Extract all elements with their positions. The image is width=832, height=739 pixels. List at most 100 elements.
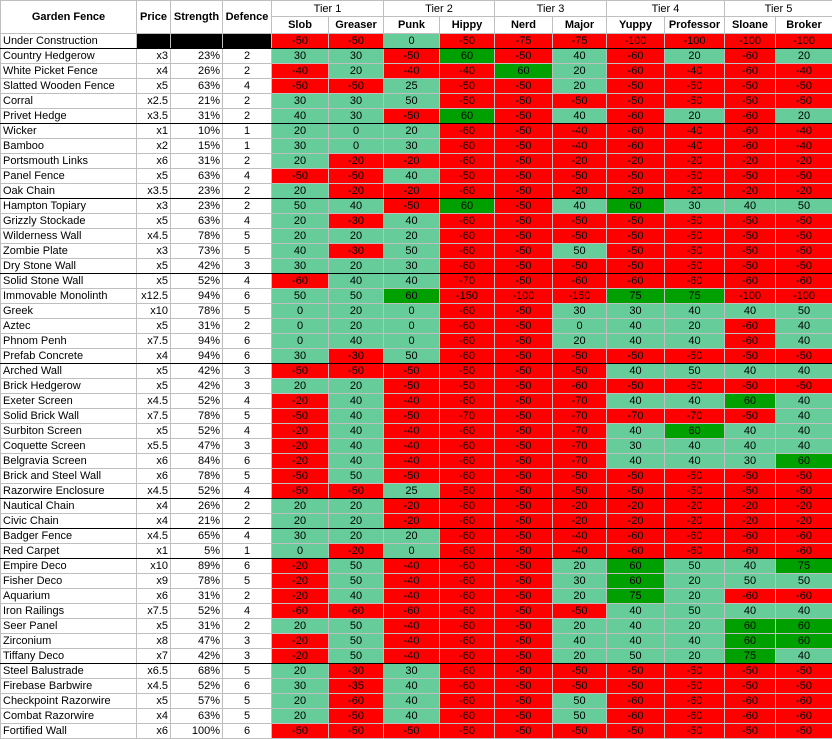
modifier-cell: 40 [384, 679, 440, 694]
modifier-cell: 50 [776, 574, 832, 589]
modifier-cell: -40 [776, 139, 832, 154]
modifier-cell: -50 [607, 724, 665, 739]
modifier-cell: 75 [607, 589, 665, 604]
modifier-cell: 20 [776, 109, 832, 124]
modifier-cell: -50 [665, 229, 725, 244]
modifier-cell: 20 [384, 229, 440, 244]
modifier-cell: -50 [495, 379, 553, 394]
modifier-cell: -50 [272, 724, 329, 739]
modifier-cell: 50 [553, 709, 607, 724]
fence-name-cell: Civic Chain [1, 514, 137, 529]
defence-cell: 5 [223, 709, 272, 724]
modifier-cell: -50 [329, 79, 384, 94]
modifier-cell: -50 [665, 94, 725, 109]
fence-name-cell: Country Hedgerow [1, 49, 137, 64]
modifier-cell: -50 [495, 124, 553, 139]
modifier-cell: -60 [725, 529, 776, 544]
modifier-cell: 20 [665, 649, 725, 664]
header-punk: Punk [384, 17, 440, 34]
modifier-cell: -40 [553, 544, 607, 559]
modifier-cell: -20 [725, 154, 776, 169]
price-cell: x5 [137, 214, 171, 229]
fence-name-cell: Zirconium [1, 634, 137, 649]
modifier-cell: -70 [553, 394, 607, 409]
strength-cell: 94% [171, 349, 223, 364]
modifier-cell: -60 [329, 604, 384, 619]
modifier-cell: 60 [725, 619, 776, 634]
modifier-cell: 50 [384, 94, 440, 109]
modifier-cell: 40 [553, 634, 607, 649]
modifier-cell: 60 [440, 199, 495, 214]
modifier-cell: -50 [776, 469, 832, 484]
modifier-cell: -20 [329, 544, 384, 559]
fence-name-cell: Iron Railings [1, 604, 137, 619]
modifier-cell: -60 [607, 124, 665, 139]
modifier-cell: 40 [665, 334, 725, 349]
modifier-cell: 40 [607, 604, 665, 619]
price-cell: x5 [137, 274, 171, 289]
modifier-cell: -50 [495, 529, 553, 544]
modifier-cell: -40 [384, 394, 440, 409]
modifier-cell: -50 [725, 349, 776, 364]
modifier-cell: -60 [725, 139, 776, 154]
modifier-cell: -50 [495, 604, 553, 619]
strength-cell: 65% [171, 529, 223, 544]
modifier-cell: -50 [665, 169, 725, 184]
modifier-cell: -60 [440, 709, 495, 724]
modifier-cell: 60 [725, 634, 776, 649]
modifier-cell: -50 [607, 229, 665, 244]
modifier-cell: -50 [553, 214, 607, 229]
fence-name-cell: Badger Fence [1, 529, 137, 544]
modifier-cell: -40 [384, 634, 440, 649]
modifier-cell: 30 [384, 664, 440, 679]
modifier-cell: 40 [329, 589, 384, 604]
modifier-cell: -50 [495, 424, 553, 439]
fence-name-cell: Fisher Deco [1, 574, 137, 589]
modifier-cell: -20 [665, 499, 725, 514]
modifier-cell: -50 [725, 169, 776, 184]
price-cell: x1 [137, 544, 171, 559]
modifier-cell: 20 [665, 319, 725, 334]
modifier-cell: -50 [495, 139, 553, 154]
modifier-cell: 40 [776, 439, 832, 454]
strength-cell: 52% [171, 679, 223, 694]
modifier-cell: 20 [272, 379, 329, 394]
modifier-cell: -50 [553, 259, 607, 274]
modifier-cell: 40 [725, 439, 776, 454]
modifier-cell: -30 [329, 214, 384, 229]
modifier-cell: -60 [440, 634, 495, 649]
price-cell: x5 [137, 364, 171, 379]
price-cell: x4 [137, 64, 171, 79]
modifier-cell: -60 [440, 349, 495, 364]
header-garden-fence: Garden Fence [1, 1, 137, 34]
modifier-cell: 30 [725, 454, 776, 469]
modifier-cell: -20 [553, 514, 607, 529]
modifier-cell: 20 [272, 514, 329, 529]
modifier-cell: -70 [440, 274, 495, 289]
modifier-cell: 40 [725, 364, 776, 379]
modifier-cell: -50 [495, 214, 553, 229]
fence-name-cell: Tiffany Deco [1, 649, 137, 664]
modifier-cell: -50 [553, 94, 607, 109]
modifier-cell: -50 [384, 199, 440, 214]
modifier-cell: -60 [440, 619, 495, 634]
defence-cell: 2 [223, 94, 272, 109]
strength-cell: 26% [171, 499, 223, 514]
defence-cell: 6 [223, 289, 272, 304]
modifier-cell: 0 [384, 544, 440, 559]
modifier-cell: -50 [495, 334, 553, 349]
modifier-cell: -150 [440, 289, 495, 304]
price-cell: x7 [137, 649, 171, 664]
modifier-cell: -50 [384, 724, 440, 739]
modifier-cell: 60 [665, 424, 725, 439]
modifier-cell: -50 [440, 79, 495, 94]
modifier-cell: -50 [440, 724, 495, 739]
